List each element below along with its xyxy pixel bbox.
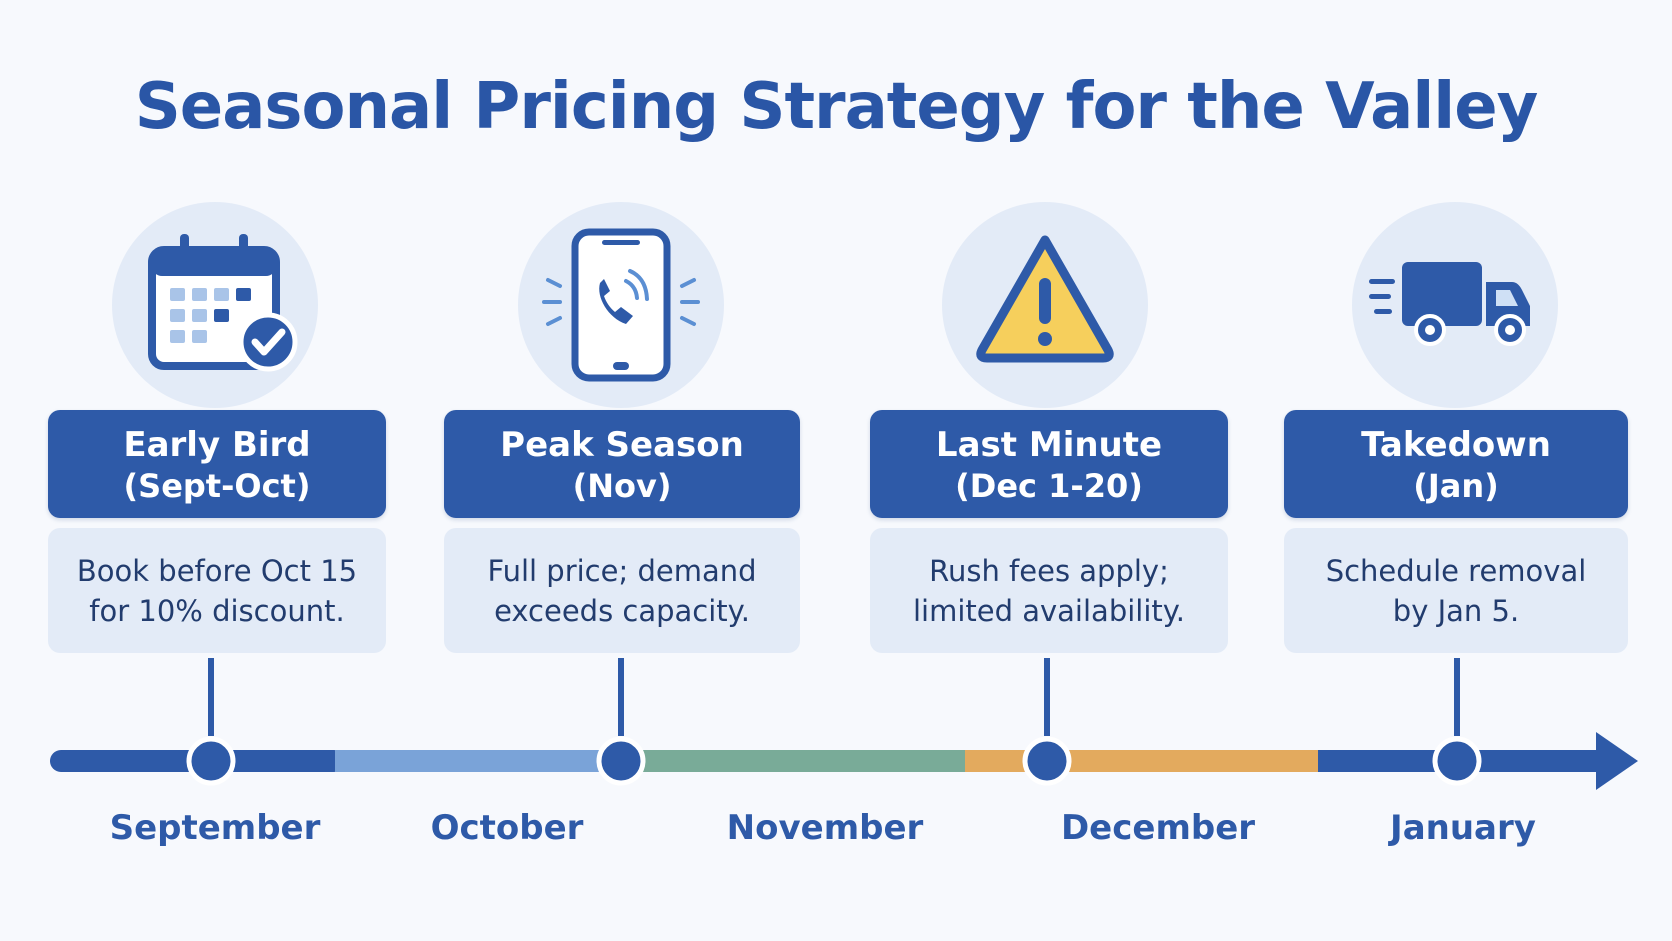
month-label-december: December xyxy=(1060,808,1256,848)
description-line: by Jan 5. xyxy=(1392,593,1520,628)
timeline-bar xyxy=(50,732,1638,790)
timeline-node xyxy=(186,736,236,786)
description-line: Full price; demand xyxy=(487,553,757,588)
description-line: Book before Oct 15 xyxy=(76,553,358,588)
month-label-september: September xyxy=(109,808,321,848)
description-line: Rush fees apply; xyxy=(929,553,1169,588)
icon-circle-takedown xyxy=(1352,202,1558,408)
timeline-segment-december xyxy=(965,750,1320,772)
phase-heading-peak-season: Peak Season (Nov) xyxy=(444,410,800,518)
warning-icon xyxy=(976,235,1114,363)
phase-name: Peak Season xyxy=(500,425,744,465)
description-line: limited availability. xyxy=(912,593,1186,628)
timeline-segment-november xyxy=(600,750,968,772)
timeline-node xyxy=(1432,736,1482,786)
timeline-node xyxy=(596,736,646,786)
month-label-october: October xyxy=(430,808,584,848)
phase-name: Takedown xyxy=(1361,425,1551,465)
phone-ringing-icon xyxy=(542,228,700,382)
phase-period: (Nov) xyxy=(572,467,672,505)
icon-circle-peak-season xyxy=(518,202,724,408)
connector-stem xyxy=(208,658,214,736)
calendar-check-icon xyxy=(148,234,298,372)
icon-circle-early-bird xyxy=(112,202,318,408)
phase-heading-early-bird: Early Bird (Sept-Oct) xyxy=(48,410,386,518)
phase-name: Early Bird xyxy=(123,425,311,465)
description-line: Schedule removal xyxy=(1325,553,1587,588)
icon-circle-last-minute xyxy=(942,202,1148,408)
month-label-january: January xyxy=(1390,808,1536,848)
phase-description-last-minute: Rush fees apply; limited availability. xyxy=(870,528,1228,653)
connector-stem xyxy=(1454,658,1460,736)
phase-description-peak-season: Full price; demand exceeds capacity. xyxy=(444,528,800,653)
truck-icon xyxy=(1369,262,1530,346)
month-label-november: November xyxy=(726,808,924,848)
phase-period: (Jan) xyxy=(1413,467,1499,505)
phase-heading-takedown: Takedown (Jan) xyxy=(1284,410,1628,518)
phase-heading-last-minute: Last Minute (Dec 1-20) xyxy=(870,410,1228,518)
phase-description-takedown: Schedule removal by Jan 5. xyxy=(1284,528,1628,653)
phase-period: (Dec 1-20) xyxy=(955,467,1143,505)
connector-stem xyxy=(1044,658,1050,736)
page-title: Seasonal Pricing Strategy for the Valley xyxy=(134,70,1539,144)
phase-name: Last Minute xyxy=(935,425,1163,465)
connector-stem xyxy=(618,658,624,736)
description-line: exceeds capacity. xyxy=(494,593,750,628)
arrow-head-icon xyxy=(1596,732,1638,790)
phase-period: (Sept-Oct) xyxy=(123,467,311,505)
timeline-node xyxy=(1022,736,1072,786)
description-line: for 10% discount. xyxy=(89,593,345,628)
timeline-segment-october xyxy=(335,750,600,772)
phase-description-early-bird: Book before Oct 15 for 10% discount. xyxy=(48,528,386,653)
